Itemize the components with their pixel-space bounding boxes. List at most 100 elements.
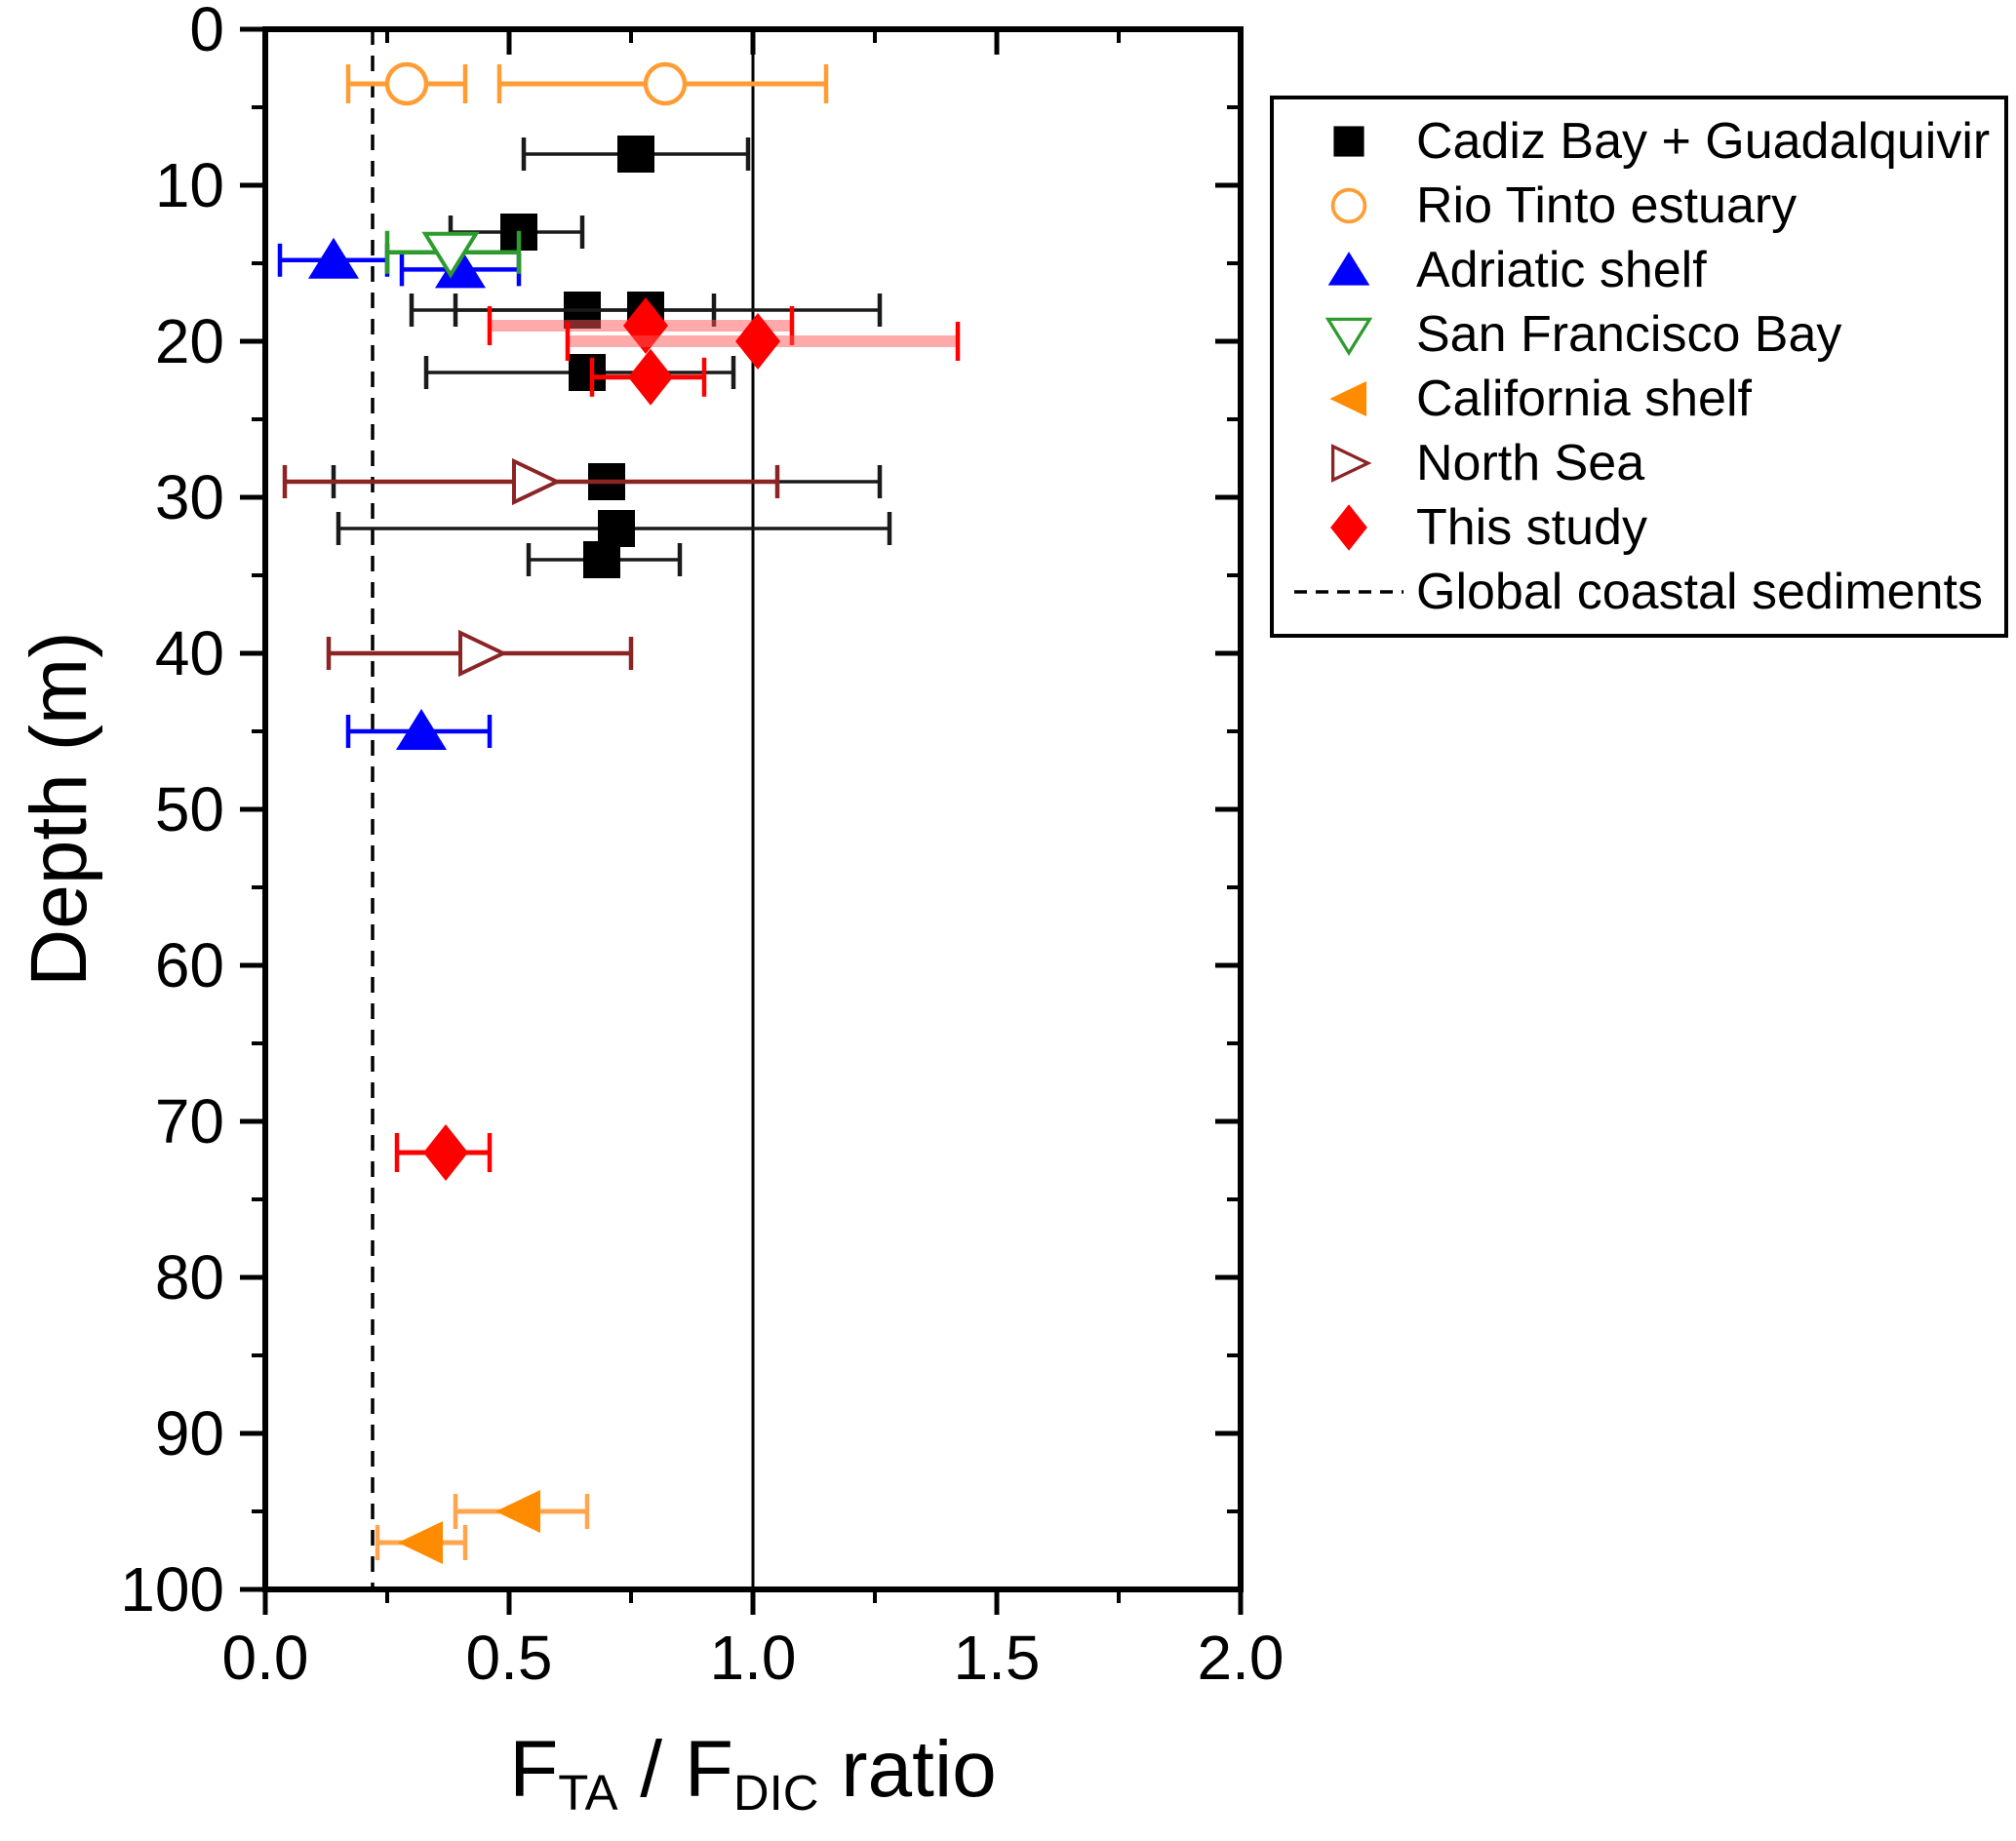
legend-marker-svg <box>1329 380 1367 417</box>
marker <box>512 457 562 506</box>
marker <box>396 709 447 750</box>
data-point <box>384 230 522 279</box>
legend-marker-svg <box>1327 252 1370 286</box>
data-point <box>336 510 892 547</box>
y-tick-label: 40 <box>155 618 224 688</box>
series-this-study <box>394 297 961 1181</box>
square-icon <box>1333 126 1364 157</box>
y-tick-label: 60 <box>155 930 224 1000</box>
data-point-marker <box>423 1124 468 1181</box>
legend: Cadiz Bay + Guadalquivir Rio Tinto estuar… <box>1270 96 2008 638</box>
legend-label: North Sea <box>1416 435 1645 491</box>
x-axis-title-part: ratio <box>818 1725 997 1814</box>
marker <box>458 629 508 678</box>
legend-item: San Francisco Bay <box>1289 302 1996 367</box>
data-point-marker <box>396 709 447 750</box>
y-tick-label: 10 <box>155 150 224 220</box>
data-point-marker <box>617 136 654 173</box>
marker <box>423 1124 468 1181</box>
legend-marker-icon <box>1289 433 1408 493</box>
marker <box>735 313 780 370</box>
data-point <box>521 136 751 173</box>
data-point <box>565 313 961 370</box>
data-point <box>375 1521 468 1564</box>
triangle-down-open-icon <box>1324 317 1373 356</box>
legend-item: North Sea <box>1289 431 1996 495</box>
diamond-icon <box>1330 504 1367 551</box>
legend-label: Cadiz Bay + Guadalquivir <box>1416 113 1991 170</box>
triangle-right-open-icon <box>1330 444 1372 483</box>
marker <box>398 1521 443 1564</box>
data-point-marker <box>583 541 620 578</box>
triangle-left-icon <box>1329 380 1367 417</box>
legend-item: This study <box>1289 495 1996 560</box>
legend-marker-icon <box>1289 240 1408 300</box>
legend-marker-svg <box>1330 444 1372 483</box>
data-point <box>423 354 736 391</box>
y-tick-label: 50 <box>155 774 224 844</box>
data-point-marker <box>458 629 508 678</box>
legend-label: California shelf <box>1416 371 1752 427</box>
y-axis-title: Depth (m) <box>15 631 103 988</box>
legend-marker-svg <box>1294 590 1403 594</box>
series-adriatic-shelf <box>277 237 522 750</box>
x-tick-label: 0.5 <box>466 1623 553 1693</box>
data-point <box>345 61 468 106</box>
marker <box>643 61 688 106</box>
marker <box>628 348 673 406</box>
series-rio-tinto-estuary <box>345 61 829 106</box>
marker <box>384 61 429 106</box>
data-point <box>394 1124 493 1181</box>
x-tick-label: 2.0 <box>1198 1623 1285 1693</box>
series-north-sea <box>282 457 780 678</box>
plot-border <box>262 26 1244 1592</box>
legend-label: San Francisco Bay <box>1416 306 1842 363</box>
x-axis-title-subscript: TA <box>558 1765 618 1821</box>
data-point-marker <box>628 348 673 406</box>
data-point-marker <box>512 457 562 506</box>
legend-marker-icon <box>1289 497 1408 558</box>
y-tick-label: 30 <box>155 462 224 532</box>
marker <box>583 541 620 578</box>
marker <box>435 247 486 289</box>
data-point <box>282 457 780 506</box>
data-point <box>326 629 634 678</box>
x-tick-label: 1.5 <box>954 1623 1041 1693</box>
circle-open-icon <box>1330 187 1367 224</box>
legend-label: This study <box>1416 499 1647 556</box>
x-axis-title-part: F <box>509 1725 559 1814</box>
data-point-marker <box>421 231 480 279</box>
legend-marker-icon <box>1289 369 1408 429</box>
series-cadiz-bay-guadalquivir <box>331 136 892 578</box>
legend-item: Cadiz Bay + Guadalquivir <box>1289 109 1996 174</box>
marker <box>617 136 654 173</box>
data-point <box>345 709 493 750</box>
x-axis-title-part: / F <box>617 1725 733 1814</box>
y-tick-label: 0 <box>189 0 224 64</box>
x-tick-label: 1.0 <box>710 1623 797 1693</box>
marker <box>308 237 359 279</box>
series-san-francisco-bay <box>384 230 522 279</box>
data-point <box>526 541 683 578</box>
data-point-marker <box>735 313 780 370</box>
legend-label: Adriatic shelf <box>1416 242 1707 298</box>
y-tick-label: 100 <box>120 1554 224 1625</box>
data-point <box>496 61 829 106</box>
x-axis-title: FTA / FDIC ratio <box>265 1724 1241 1821</box>
legend-marker-icon <box>1289 562 1408 622</box>
series-california-shelf <box>375 1490 590 1564</box>
legend-marker-icon <box>1289 176 1408 236</box>
data-point-marker <box>308 237 359 279</box>
data-point-marker <box>643 61 688 106</box>
marker <box>598 510 635 547</box>
triangle-up-icon <box>1327 252 1370 286</box>
legend-marker-svg <box>1330 187 1367 224</box>
data-point-marker <box>435 247 486 289</box>
marker <box>569 354 606 391</box>
data-point <box>453 1490 590 1533</box>
marker <box>421 231 480 279</box>
data-point <box>589 348 707 406</box>
legend-item: Global coastal sediments <box>1289 560 1996 624</box>
